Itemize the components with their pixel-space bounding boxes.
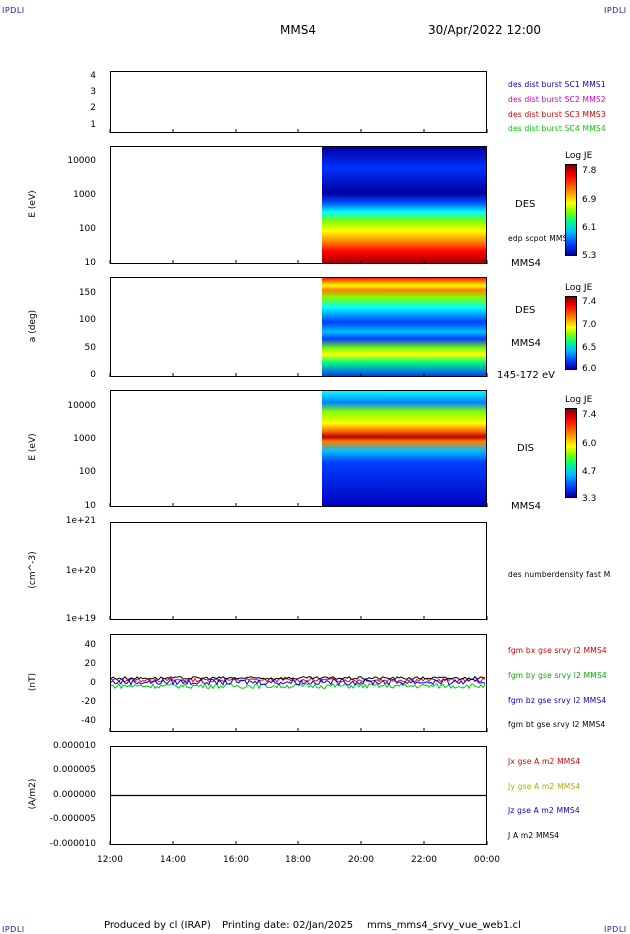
p1-legend-mms1: des dist burst SC1 MMS1 <box>508 80 606 89</box>
p3-cbar-tick: 7.4 <box>582 297 597 307</box>
p1-legend-mms4: des dist burst SC4 MMS4 <box>508 124 606 133</box>
p7-ytick: -0.000005 <box>49 814 96 824</box>
panel-dis-energy <box>110 390 487 507</box>
p1-ytick: 3 <box>90 87 96 97</box>
p4-ytick: 10000 <box>67 401 96 411</box>
dis-energy-spectrogram <box>322 391 486 506</box>
p3-colorbar <box>565 296 577 370</box>
p4-sc: MMS4 <box>511 501 541 512</box>
series-line-3 <box>110 675 486 681</box>
p6-ytick: 0 <box>90 678 96 688</box>
p6-ytick: -20 <box>81 697 96 707</box>
p4-cbar-tick: 4.7 <box>582 467 597 477</box>
p4-cbar-tick: 6.0 <box>582 439 597 449</box>
p4-ytick: 1000 <box>73 434 96 444</box>
corner-label-tr: IPDLI <box>604 6 627 15</box>
p3-ytick: 50 <box>84 343 96 353</box>
p3-name: DES <box>515 305 536 316</box>
panel-des-pitch <box>110 277 487 377</box>
p5-ytick: 1e+19 <box>65 614 96 624</box>
p2-ytick: 1000 <box>73 190 96 200</box>
p6-legend-bz: fgm bz gse srvy l2 MMS4 <box>508 696 607 705</box>
x-tick-label: 00:00 <box>474 855 500 865</box>
p1-ytick: 2 <box>90 103 96 113</box>
p5-ytick: 1e+20 <box>65 566 96 576</box>
p4-cbar-title: Log JE <box>565 395 593 405</box>
series-line-0 <box>110 677 486 684</box>
x-tick-label: 14:00 <box>160 855 186 865</box>
p7-ytick: 0.000010 <box>53 741 96 751</box>
p2-sc: MMS4 <box>511 258 541 269</box>
p4-ytick: 10 <box>84 501 96 511</box>
p6-ytick: 20 <box>84 659 96 669</box>
p2-ytick: 10000 <box>67 156 96 166</box>
p6-ytick: -40 <box>81 716 96 726</box>
series-line-2 <box>110 677 486 687</box>
p1-ytick: 1 <box>90 120 96 130</box>
datetime-title: 30/Apr/2022 12:00 <box>428 23 542 37</box>
p4-cbar-tick: 7.4 <box>582 410 597 420</box>
p2-ytick: 10 <box>84 258 96 268</box>
footer-file: mms_mms4_srvy_vue_web1.cl <box>367 920 521 931</box>
p5-ytick: 1e+21 <box>65 516 96 526</box>
p7-ytick: 0.000005 <box>53 765 96 775</box>
p2-cbar-tick: 6.9 <box>582 195 597 205</box>
p7-legend-j: J A m2 MMS4 <box>508 831 560 840</box>
p3-range: 145-172 eV <box>497 370 555 381</box>
p3-sc: MMS4 <box>511 338 541 349</box>
p7-ytick: -0.000010 <box>49 839 96 849</box>
panel-des-energy <box>110 146 487 264</box>
p2-cbar-tick: 6.1 <box>582 223 597 233</box>
p2-cbar-tick: 5.3 <box>582 251 597 261</box>
x-tick-label: 22:00 <box>411 855 437 865</box>
p4-ytick: 100 <box>78 467 96 477</box>
corner-label-br: IPDLI <box>604 925 627 934</box>
p3-cbar-tick: 7.0 <box>582 320 597 330</box>
footer-produced: Produced by cl (IRAP) <box>104 920 211 931</box>
p4-name: DIS <box>517 443 534 454</box>
p2-name: DES <box>515 199 536 210</box>
x-tick-label: 16:00 <box>223 855 249 865</box>
p7-legend-jx: Jx gse A m2 MMS4 <box>508 757 581 766</box>
p5-legend: des numberdensity fast M <box>508 570 611 579</box>
p3-cbar-tick: 6.5 <box>582 343 597 353</box>
p4-cbar-tick: 3.3 <box>582 494 597 504</box>
p4-colorbar <box>565 408 577 498</box>
p7-legend-jy: Jy gse A m2 MMS4 <box>508 782 581 791</box>
panel-density <box>110 522 487 620</box>
x-tick-label: 18:00 <box>285 855 311 865</box>
x-tick-label: 12:00 <box>97 855 123 865</box>
p7-legend-jz: Jz gse A m2 MMS4 <box>508 806 580 815</box>
corner-label-bl: IPDLI <box>2 925 25 934</box>
p3-ytick: 100 <box>78 315 96 325</box>
p2-ytick: 100 <box>78 224 96 234</box>
corner-label-tl: IPDLI <box>2 6 25 15</box>
x-tick-label: 20:00 <box>348 855 374 865</box>
p6-legend-by: fgm by gse srvy l2 MMS4 <box>508 671 607 680</box>
p2-note: edp scpot MMS4 <box>508 234 573 243</box>
p6-legend-bx: fgm bx gse srvy l2 MMS4 <box>508 646 607 655</box>
p2-cbar-tick: 7.8 <box>582 166 597 176</box>
p2-cbar-title: Log JE <box>565 151 593 161</box>
p3-ytick: 0 <box>90 370 96 380</box>
p1-legend-mms3: des dist burst SC3 MMS3 <box>508 110 606 119</box>
p3-ytick: 150 <box>78 288 96 298</box>
footer-printing: Printing date: 02/Jan/2025 <box>222 920 354 931</box>
p7-ytick: 0.000000 <box>53 790 96 800</box>
p1-ytick: 4 <box>90 71 96 81</box>
p2-colorbar <box>565 164 577 256</box>
p3-cbar-title: Log JE <box>565 283 593 293</box>
p6-ytick: 40 <box>84 640 96 650</box>
des-pitch-spectrogram <box>322 278 486 376</box>
des-energy-spectrogram <box>322 147 486 263</box>
spacecraft-title: MMS4 <box>280 23 316 37</box>
p1-legend-mms2: des dist burst SC2 MMS2 <box>508 95 606 104</box>
p6-legend-bt: fgm bt gse srvy l2 MMS4 <box>508 720 606 729</box>
p3-cbar-tick: 6.0 <box>582 364 597 374</box>
